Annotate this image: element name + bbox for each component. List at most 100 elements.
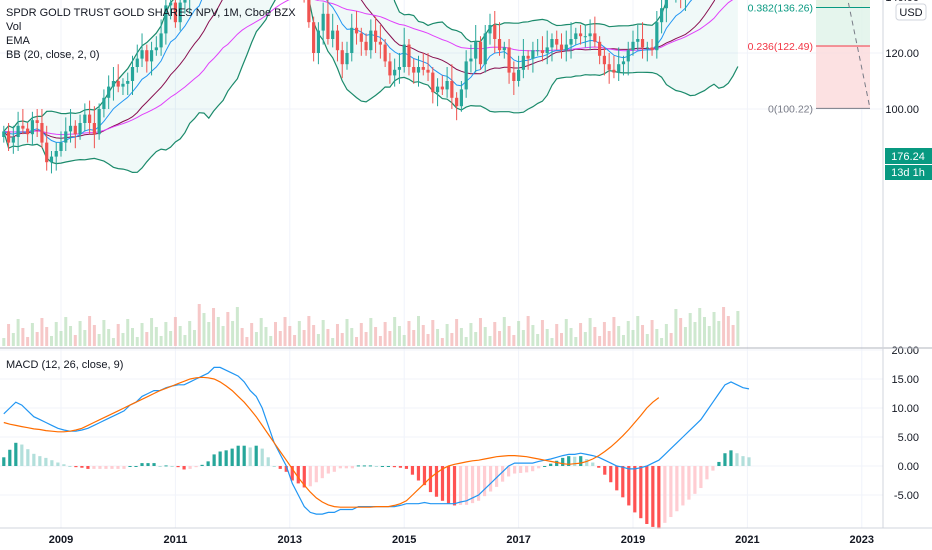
macd-hist-bar [687, 466, 691, 500]
candle-body [169, 2, 173, 6]
candle-body [617, 64, 621, 73]
volume-bar [35, 332, 39, 346]
symbol-title[interactable]: SPDR GOLD TRUST GOLD SHARES NPV, 1M, Cbo… [6, 7, 296, 19]
macd-hist-bar [741, 456, 745, 466]
volume-bar [97, 334, 101, 346]
candle-body [378, 41, 382, 45]
time-tick-label: 2015 [392, 534, 416, 546]
macd-hist-bar [230, 448, 234, 466]
candle-body [488, 25, 492, 34]
volume-bar [569, 328, 573, 346]
volume-bar [54, 322, 58, 346]
macd-hist-bar [50, 460, 54, 466]
candle-body [421, 67, 425, 70]
macd-hist-bar [386, 466, 391, 467]
candle-body [340, 50, 344, 65]
ema-legend[interactable]: EMA [6, 35, 30, 47]
macd-hist-bar [645, 466, 649, 524]
macd-hist-bar [621, 466, 625, 498]
countdown-tag [885, 165, 932, 180]
candle-body [540, 50, 545, 53]
macd-hist-bar [332, 466, 336, 472]
volume-bar [683, 327, 687, 346]
last-price-value: 176.24 [891, 151, 925, 163]
volume-bar [607, 331, 611, 346]
candle-body [478, 41, 483, 65]
volume-bar [455, 319, 459, 346]
volume-bar [474, 332, 478, 346]
currency-box[interactable] [895, 3, 927, 21]
candle-body [68, 125, 73, 132]
time-tick-label: 2019 [621, 534, 645, 546]
candle-body [660, 8, 664, 23]
macd-hist-bar [200, 464, 204, 466]
candle-body [455, 97, 459, 107]
volume-bar [612, 317, 616, 346]
bb-fill [3, 0, 738, 173]
volume-bar [374, 327, 378, 346]
macd-hist-bar [302, 466, 306, 488]
macd-hist-bar [705, 466, 709, 480]
volume-bar [703, 317, 706, 346]
volume-bar [178, 326, 182, 346]
candle-body [369, 30, 373, 51]
candle-body [474, 41, 478, 59]
candle-body [550, 39, 554, 48]
macd-hist-bar [128, 466, 132, 467]
macd-hist-bar [74, 466, 78, 468]
volume-bar [69, 326, 73, 346]
candle-body [583, 36, 587, 38]
macd-hist-bar [440, 466, 445, 501]
candle-body [40, 123, 44, 143]
macd-hist-bar [14, 442, 18, 466]
macd-hist-bar [500, 466, 505, 482]
candle-body [397, 67, 402, 70]
volume-bar [712, 312, 716, 346]
macd-hist-bar [116, 466, 120, 469]
candle-body [16, 125, 20, 137]
volume-bar [564, 319, 568, 346]
macd-hist-bar [284, 466, 288, 472]
macd-hist-bar [296, 466, 300, 484]
volume-bar [626, 321, 630, 346]
volume-bar [245, 337, 249, 346]
candle-body [650, 47, 654, 51]
volume-bar [126, 319, 130, 346]
macd-hist-bar [356, 465, 360, 467]
time-tick-label: 2013 [278, 534, 302, 546]
volume-bar [173, 317, 177, 346]
macd-hist-bar [272, 466, 276, 467]
volume-bar [326, 329, 330, 346]
macd-hist-bar [717, 461, 721, 466]
volume-bar [288, 326, 292, 346]
macd-hist-bar [494, 466, 499, 487]
candle-body [140, 50, 144, 59]
bb-legend[interactable]: BB (20, close, 2, 0) [6, 49, 100, 61]
vol-legend[interactable]: Vol [6, 21, 22, 33]
macd-line [3, 366, 750, 515]
macd-hist-bar [735, 453, 739, 466]
candle-body [459, 89, 463, 107]
candle-body [426, 69, 430, 73]
volume-bar [164, 322, 168, 346]
volume-bar [540, 320, 544, 346]
candle-body [49, 156, 54, 163]
macd-hist-bar [428, 466, 433, 493]
volume-bar [440, 338, 444, 346]
volume-bar [335, 324, 339, 346]
volume-bar [355, 337, 359, 346]
macd-legend[interactable]: MACD (12, 26, close, 9) [6, 359, 124, 371]
volume-bar [293, 335, 297, 346]
macd-hist-bar [152, 463, 156, 466]
volume-bar [617, 326, 621, 346]
candle-body [402, 44, 406, 67]
macd-hist-bar [308, 466, 312, 487]
macd-hist-bar [8, 449, 12, 466]
volume-bar [478, 318, 482, 346]
macd-hist-bar [104, 466, 108, 469]
signal-line [3, 376, 660, 508]
candle-body [121, 83, 125, 87]
candle-body [21, 125, 25, 129]
macd-hist-bar [320, 466, 324, 479]
